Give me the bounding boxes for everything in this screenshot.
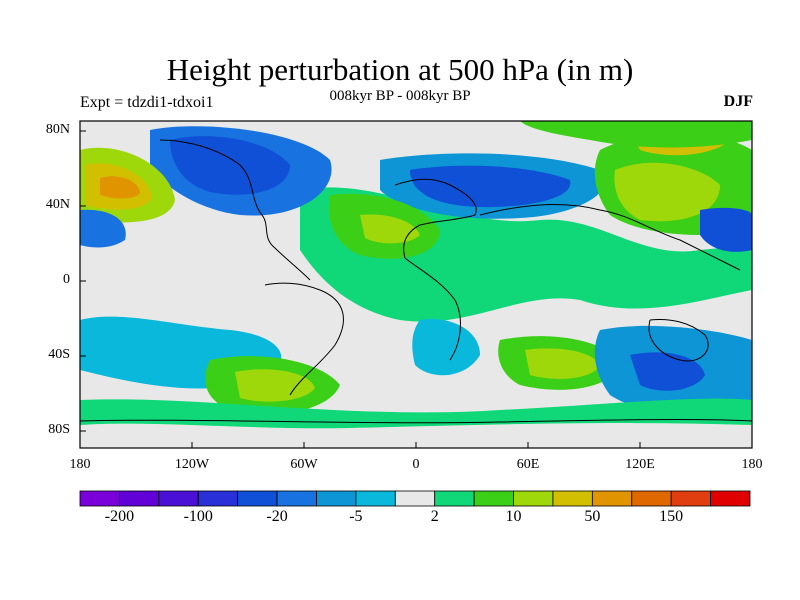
lon-tick-label: 120W <box>174 457 210 472</box>
lat-tick-label: 0 <box>63 272 70 287</box>
colorbar-label: 50 <box>584 508 601 525</box>
season-label: DJF <box>723 93 753 110</box>
contour-field <box>80 121 752 448</box>
colorbar-swatch <box>197 490 239 507</box>
colorbar-swatch <box>276 490 317 507</box>
colorbar-swatch <box>710 490 751 507</box>
coastlines <box>80 139 752 424</box>
colorbar-swatch <box>119 490 160 507</box>
lon-tick-label: 60E <box>516 457 540 472</box>
map-subtitle: 008kyr BP - 008kyr BP <box>329 88 471 104</box>
lat-tick-label: 40N <box>45 197 70 212</box>
tick-marks <box>80 130 641 448</box>
colorbar-swatch <box>316 490 357 507</box>
colorbar-label: -200 <box>104 508 135 525</box>
lat-tick-label: 80N <box>45 122 70 137</box>
lat-tick-label: 80S <box>48 422 70 437</box>
colorbar-swatch <box>473 490 514 507</box>
colorbar-swatch <box>631 490 672 507</box>
experiment-label: Expt = tdzdi1-tdxoi1 <box>80 94 214 111</box>
colorbar-swatch <box>355 490 396 507</box>
colorbar-swatch <box>434 490 475 507</box>
colorbar-label: -5 <box>349 508 363 525</box>
lon-tick-label: 120E <box>625 457 655 472</box>
lon-tick-label: 180 <box>69 457 91 472</box>
lon-tick-label: 60W <box>290 457 318 472</box>
colorbar-swatch <box>237 490 278 507</box>
map-title: Height perturbation at 500 hPa (in m) <box>166 52 634 87</box>
lat-tick-label: 40S <box>48 347 70 362</box>
colorbar-swatch <box>394 490 436 507</box>
colorbar-swatch <box>552 490 593 507</box>
colorbar <box>79 490 751 507</box>
colorbar-label: 2 <box>430 508 439 525</box>
lon-tick-label: 180 <box>741 457 763 472</box>
colorbar-swatch <box>591 490 633 507</box>
colorbar-label: 150 <box>659 508 684 525</box>
colorbar-swatch <box>513 490 554 507</box>
colorbar-label: -100 <box>183 508 213 525</box>
colorbar-swatch <box>79 490 120 507</box>
colorbar-swatch <box>158 490 199 507</box>
colorbar-label: -20 <box>266 508 288 525</box>
colorbar-swatch <box>670 490 711 507</box>
colorbar-label: 10 <box>505 508 522 525</box>
lon-tick-label: 0 <box>412 457 420 472</box>
